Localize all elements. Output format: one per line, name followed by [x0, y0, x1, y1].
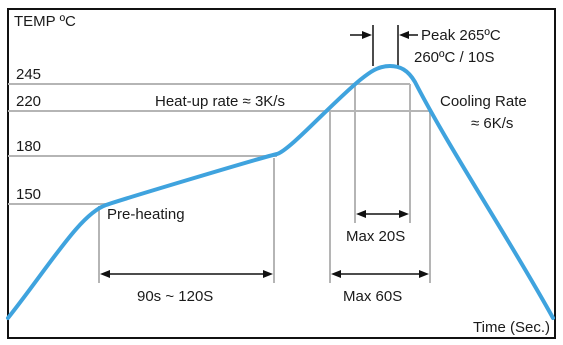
y-axis-title: TEMP ºC: [14, 13, 76, 30]
temp-label-180: 180: [16, 138, 41, 155]
temperature-curve: [6, 64, 555, 320]
peak-width-arrows: [350, 31, 418, 39]
temp-label-220: 220: [16, 93, 41, 110]
max-20-label: Max 20S: [346, 228, 405, 245]
max-60-arrow: [331, 270, 429, 278]
peak-label: Peak 265ºC: [421, 27, 501, 44]
temp-label-245: 245: [16, 66, 41, 83]
cooling-rate-value: ≈ 6K/s: [471, 115, 513, 132]
diagram-frame: [7, 8, 556, 339]
max-20-arrow: [356, 210, 409, 218]
heat-up-rate-label: Heat-up rate ≈ 3K/s: [155, 93, 285, 110]
x-axis-title: Time (Sec.): [473, 319, 550, 336]
max-60-label: Max 60S: [343, 288, 402, 305]
pre-heating-label: Pre-heating: [107, 206, 185, 223]
cooling-rate-label: Cooling Rate: [440, 93, 527, 110]
peak-hold-label: 260ºC / 10S: [414, 49, 495, 66]
preheat-duration-label: 90s ~ 120S: [137, 288, 213, 305]
preheat-duration-arrow: [100, 270, 273, 278]
temp-label-150: 150: [16, 186, 41, 203]
